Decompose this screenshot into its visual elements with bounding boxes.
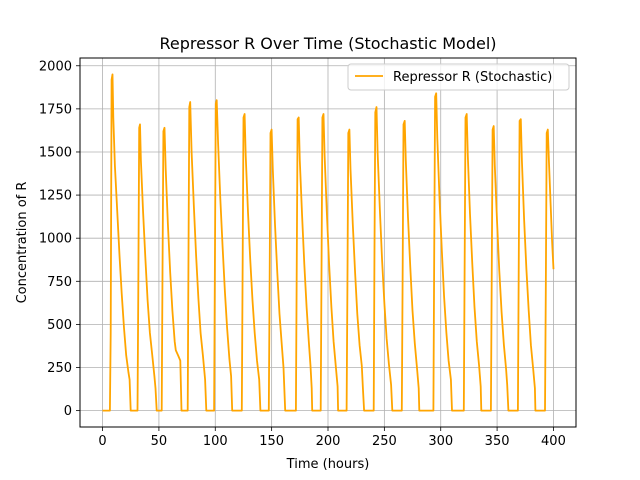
y-tick-label: 250 (47, 361, 72, 376)
y-tick-label: 750 (47, 275, 72, 290)
x-axis-label: Time (hours) (286, 457, 370, 472)
series-line-0 (102, 73, 555, 412)
x-tick-label: 0 (98, 434, 106, 449)
y-tick-label: 500 (47, 318, 72, 333)
x-tick-label: 350 (485, 434, 510, 449)
legend-label: Repressor R (Stochastic) (393, 70, 552, 85)
x-axis: 0 50 100 150 200 250 300 350 400 (98, 427, 566, 449)
y-tick-label: 1000 (39, 232, 72, 247)
y-tick-label: 2000 (39, 59, 72, 74)
y-tick-label: 1750 (39, 102, 72, 117)
y-tick-label: 1250 (39, 189, 72, 204)
x-tick-label: 250 (372, 434, 397, 449)
x-tick-label: 50 (151, 434, 168, 449)
y-axis: 0 250 500 750 1000 1250 1500 1750 2000 (39, 59, 80, 419)
y-axis-label: Concentration of R (15, 182, 30, 304)
x-tick-label: 400 (541, 434, 566, 449)
x-tick-label: 100 (203, 434, 228, 449)
y-tick-label: 1500 (39, 145, 72, 160)
x-tick-label: 200 (316, 434, 341, 449)
legend: Repressor R (Stochastic) (347, 63, 570, 91)
legend-box (347, 63, 570, 91)
chart-title: Repressor R Over Time (Stochastic Model) (159, 34, 496, 53)
x-tick-label: 150 (259, 434, 284, 449)
x-tick-label: 300 (428, 434, 453, 449)
series-layer (102, 73, 555, 412)
y-tick-label: 0 (64, 404, 72, 419)
